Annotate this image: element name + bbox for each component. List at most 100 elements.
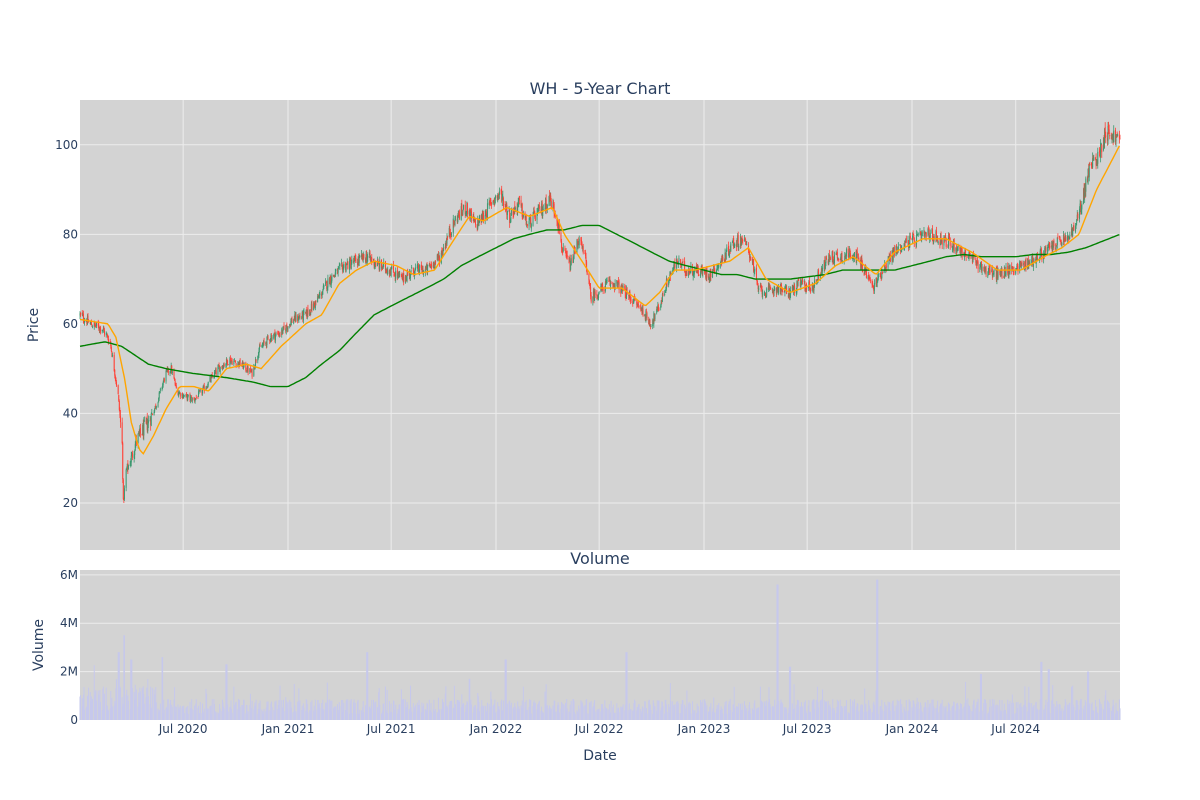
candle-body [139, 427, 141, 433]
candle-body [807, 287, 809, 289]
candle-body [848, 254, 850, 259]
volume-bar [317, 699, 319, 720]
volume-bar [812, 700, 814, 720]
volume-bar [1096, 706, 1098, 720]
candle-body [849, 248, 851, 252]
volume-bar [537, 704, 539, 720]
volume-bar [400, 689, 402, 720]
candle-body [613, 283, 615, 286]
volume-bar [676, 704, 678, 720]
volume-bar [853, 702, 855, 720]
candle-body [223, 364, 225, 369]
candle-body [1051, 243, 1053, 252]
volume-bar [851, 705, 853, 720]
candle-body [1072, 227, 1074, 230]
volume-bar [1004, 710, 1006, 720]
volume-bar [608, 704, 610, 720]
volume-bar [143, 694, 145, 720]
candle-body [1017, 265, 1019, 272]
volume-bar [577, 713, 579, 720]
volume-bar [1116, 711, 1118, 720]
volume-bar [203, 708, 205, 720]
volume-bar [610, 712, 612, 720]
price-plot-area[interactable] [80, 100, 1120, 550]
volume-bar [462, 705, 464, 720]
candle-body [841, 260, 843, 262]
volume-bar [965, 681, 967, 720]
candle-body [175, 385, 177, 389]
candle-body [909, 236, 911, 248]
candle-body [317, 296, 319, 303]
candle-body [104, 330, 106, 335]
candle-body [773, 289, 775, 293]
candle-body [925, 232, 927, 237]
volume-bar [640, 711, 642, 720]
candle-body [598, 293, 600, 299]
volume-bar [1015, 713, 1017, 720]
volume-bar [114, 700, 116, 720]
volume-bar [967, 698, 969, 720]
x-tick: Jan 2021 [261, 722, 315, 736]
volume-bar [285, 697, 287, 720]
volume-bar [521, 700, 523, 720]
candle-body [419, 264, 421, 273]
volume-bar [820, 709, 822, 720]
volume-bar [856, 703, 858, 720]
volume-bar [417, 710, 419, 720]
volume-plot-area[interactable] [80, 570, 1120, 720]
candle-body [1064, 236, 1066, 242]
candle-body [731, 241, 733, 243]
candle-body [941, 240, 943, 243]
volume-bar [246, 705, 248, 720]
volume-bar [770, 707, 772, 720]
candle-body [498, 191, 500, 195]
volume-bar [989, 707, 991, 720]
volume-bar [697, 711, 699, 720]
volume-bar-series [79, 579, 1121, 720]
candle-body [273, 334, 275, 339]
candle-body [114, 376, 116, 379]
volume-bar [949, 710, 951, 720]
candle-body [761, 287, 763, 290]
volume-bar [689, 710, 691, 720]
volume-bar [429, 711, 431, 720]
candle-body [784, 286, 786, 288]
volume-bar [211, 714, 213, 720]
candle-body [604, 289, 606, 292]
candle-body [1028, 260, 1030, 266]
candle-body [404, 276, 406, 283]
volume-bar [540, 710, 542, 720]
volume-bar [953, 702, 955, 720]
candle-body [562, 250, 564, 252]
volume-bar [877, 713, 879, 720]
candle-body [517, 201, 519, 206]
volume-bar [670, 701, 672, 720]
candle-body [492, 200, 494, 205]
candle-body [959, 247, 961, 250]
candle-body [845, 249, 847, 257]
volume-bar [374, 704, 376, 720]
candle-body [833, 259, 835, 263]
candle-body [130, 455, 132, 463]
candle-body [953, 239, 955, 252]
volume-bar [924, 702, 926, 720]
volume-bar [1007, 699, 1009, 720]
volume-bar [202, 703, 204, 720]
volume-bar [931, 699, 933, 720]
candle-body [1105, 135, 1107, 137]
candle-body [317, 297, 319, 299]
candle-body [270, 335, 272, 340]
volume-bar [622, 708, 624, 720]
volume-bar [249, 693, 251, 720]
volume-bar [301, 705, 303, 720]
volume-bar [1069, 702, 1071, 720]
volume-bar [275, 700, 277, 720]
candle-body [257, 356, 259, 361]
candle-body [777, 285, 779, 294]
candle-body [803, 280, 805, 282]
volume-bar [706, 705, 708, 720]
volume-bar [642, 707, 644, 720]
candle-body [637, 303, 639, 305]
x-tick: Jul 2023 [782, 722, 832, 736]
